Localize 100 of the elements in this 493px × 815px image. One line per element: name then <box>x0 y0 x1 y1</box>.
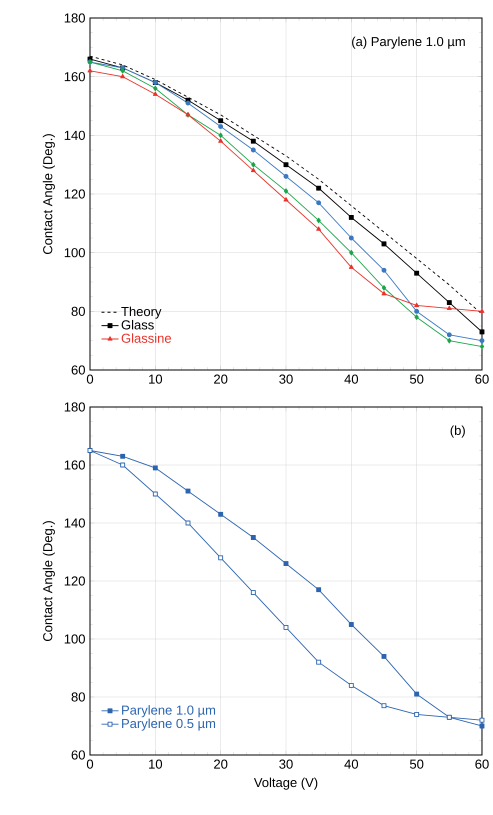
point <box>414 692 420 697</box>
y-axis-title: Contact Angle (Deg.) <box>42 134 55 254</box>
point <box>382 290 386 296</box>
point <box>218 512 224 517</box>
point <box>348 215 354 220</box>
x-tick-label: 60 <box>475 760 489 769</box>
point <box>284 197 288 202</box>
point <box>316 587 322 592</box>
point <box>250 590 256 596</box>
legend-label: Parylene 1.0 µm <box>122 705 216 718</box>
x-tick-label: 20 <box>214 760 228 769</box>
point <box>250 148 256 152</box>
x-tick-label: 0 <box>86 374 94 384</box>
point <box>414 308 420 314</box>
point <box>348 236 354 240</box>
point <box>446 300 452 305</box>
point <box>446 306 452 310</box>
x-tick-label: 30 <box>279 760 293 769</box>
legend-label: Parylene 0.5 µm <box>122 718 216 731</box>
point <box>218 124 224 129</box>
x-tick-label: 40 <box>344 760 358 769</box>
x-tick-label: 50 <box>410 760 424 769</box>
point <box>120 454 126 459</box>
point <box>218 132 223 138</box>
point <box>480 724 484 728</box>
point <box>348 622 354 627</box>
y-tick-label: 80 <box>72 306 85 316</box>
y-tick-label: 140 <box>64 518 85 528</box>
point <box>152 492 158 496</box>
point <box>186 100 190 106</box>
x-tick-label: 10 <box>149 374 162 384</box>
point <box>382 654 386 659</box>
y-tick-label: 140 <box>64 130 85 140</box>
point <box>250 535 256 540</box>
point <box>284 162 288 168</box>
y-tick-label: 180 <box>64 402 85 412</box>
point <box>382 285 386 291</box>
point <box>284 624 288 630</box>
point <box>120 462 126 468</box>
point <box>480 718 484 723</box>
point <box>218 555 224 560</box>
point <box>480 329 484 334</box>
x-tick-label: 10 <box>149 760 162 769</box>
point <box>447 338 452 344</box>
point <box>316 660 322 665</box>
point <box>152 92 158 96</box>
y-tick-label: 180 <box>64 13 85 23</box>
y-tick-label: 120 <box>64 189 85 199</box>
point <box>218 138 224 143</box>
point <box>414 314 419 320</box>
point <box>414 270 420 276</box>
y-tick-label: 160 <box>64 72 85 82</box>
point <box>153 86 158 92</box>
point <box>382 268 386 273</box>
x-tick-label: 30 <box>279 374 293 384</box>
point <box>480 308 484 313</box>
point <box>284 188 288 194</box>
point <box>88 68 92 72</box>
point <box>152 465 158 470</box>
x-tick-label: 60 <box>475 374 489 384</box>
point <box>186 488 190 494</box>
y-tick-label: 160 <box>64 460 85 470</box>
point <box>382 703 386 708</box>
point <box>284 561 288 566</box>
point <box>316 218 321 224</box>
point <box>348 682 354 688</box>
point <box>349 250 354 256</box>
point <box>414 302 420 308</box>
y-tick-label: 60 <box>72 365 85 375</box>
point <box>414 712 420 717</box>
x-axis-title: Voltage (V) <box>254 778 318 790</box>
point <box>250 168 256 172</box>
point <box>316 200 322 206</box>
point <box>316 186 322 191</box>
annotation: (b) <box>450 425 465 438</box>
legend-label: Glassine <box>122 333 171 343</box>
point <box>316 226 322 231</box>
point <box>251 162 256 168</box>
y-tick-label: 80 <box>72 692 85 702</box>
y-axis-title: Contact Angle (Deg.) <box>42 521 55 642</box>
point <box>480 338 484 344</box>
y-tick-label: 60 <box>72 750 85 760</box>
x-tick-label: 20 <box>214 374 228 384</box>
x-tick-label: 50 <box>410 374 424 384</box>
point <box>348 264 354 269</box>
annotation: (a) Parylene 1.0 µm <box>352 36 465 49</box>
x-tick-label: 40 <box>344 374 358 384</box>
point <box>218 118 224 124</box>
point <box>120 74 126 78</box>
legend-label: Theory <box>121 306 162 319</box>
point <box>186 520 190 526</box>
y-tick-label: 100 <box>64 248 85 258</box>
point <box>284 174 288 179</box>
point <box>120 68 125 74</box>
point <box>446 332 452 338</box>
y-tick-label: 120 <box>64 576 85 586</box>
y-tick-label: 100 <box>64 634 85 644</box>
x-tick-label: 0 <box>86 760 94 769</box>
point <box>382 241 386 246</box>
legend-label: Glass <box>122 320 154 330</box>
